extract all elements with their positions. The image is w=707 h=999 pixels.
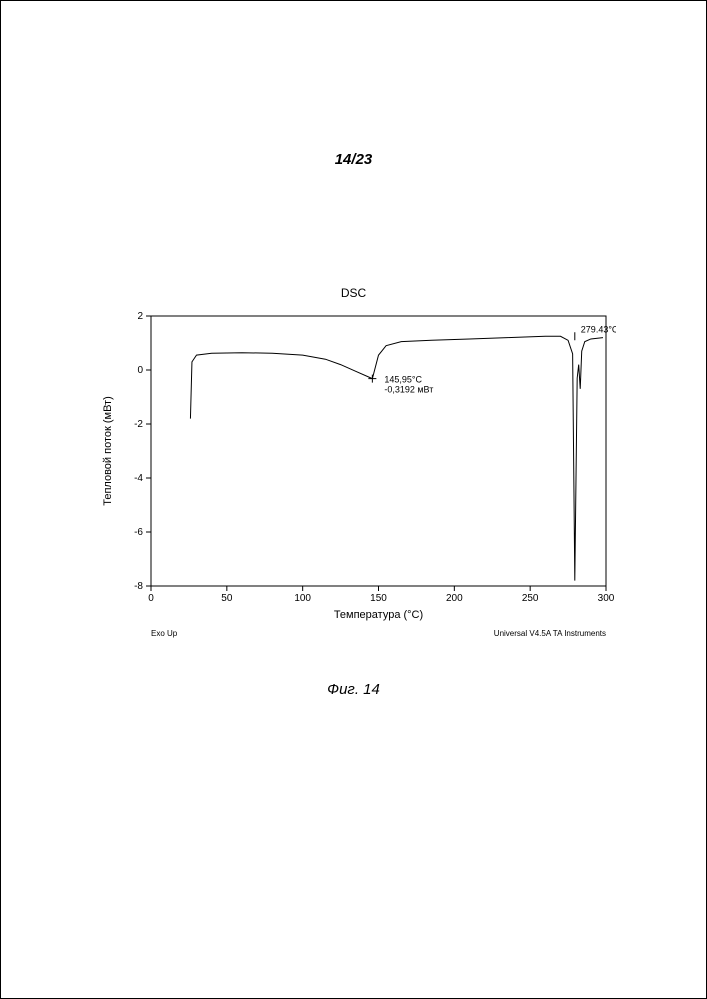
- y-tick-label: -4: [134, 473, 143, 484]
- x-tick-label: 300: [598, 593, 615, 604]
- x-tick-label: 200: [446, 593, 463, 604]
- x-tick-label: 250: [522, 593, 539, 604]
- x-axis-label: Температура (°C): [334, 609, 423, 621]
- y-tick-label: 2: [137, 311, 143, 322]
- annotation-text: 279.43°C: [581, 324, 616, 334]
- annotation-text: 145,95°C: [384, 375, 422, 385]
- y-tick-label: 0: [137, 365, 143, 376]
- x-tick-label: 0: [148, 593, 154, 604]
- x-tick-label: 150: [370, 593, 387, 604]
- footer-left: Exo Up: [151, 629, 178, 638]
- chart-title: DSC: [1, 286, 706, 300]
- x-tick-label: 100: [294, 593, 311, 604]
- footer-right: Universal V4.5A TA Instruments: [494, 629, 606, 638]
- dsc-trace: [190, 336, 603, 580]
- y-tick-label: -2: [134, 419, 143, 430]
- x-tick-label: 50: [221, 593, 233, 604]
- page-number: 14/23: [1, 151, 706, 168]
- dsc-chart-svg: 0 50 100 150 200 250 300 -8 -6 -4 -2 0 2 Температура …: [96, 306, 616, 644]
- dsc-chart: 0 50 100 150 200 250 300 -8 -6 -4 -2 0 2 Температура …: [96, 306, 616, 644]
- figure-caption: Фиг. 14: [1, 681, 706, 698]
- annotation-text: -0,3192 мВт: [384, 385, 433, 395]
- y-tick-label: -6: [134, 527, 143, 538]
- page-frame: 14/23 DSC 0 50 100 150 200 250 300 -8 -6 -4 -2 0 2 Те…: [0, 0, 707, 999]
- y-tick-label: -8: [134, 581, 143, 592]
- y-axis-label: Тепловой поток (мВт): [102, 396, 114, 506]
